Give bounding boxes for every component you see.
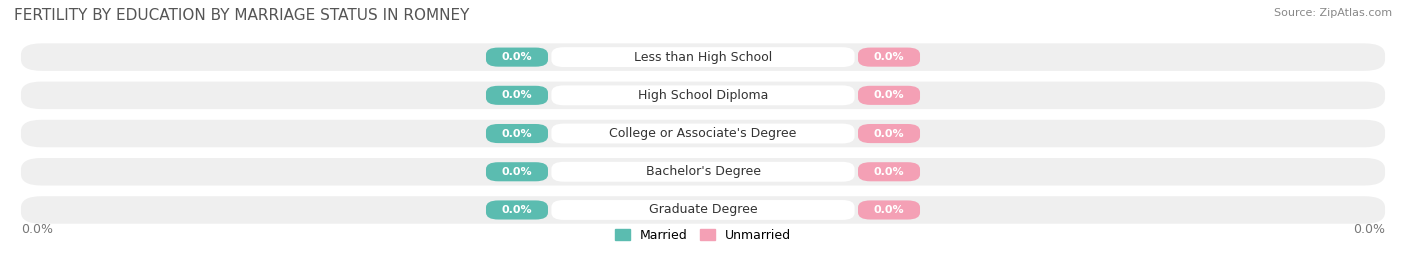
FancyBboxPatch shape [858,86,920,105]
FancyBboxPatch shape [858,48,920,67]
FancyBboxPatch shape [858,124,920,143]
FancyBboxPatch shape [486,162,548,181]
FancyBboxPatch shape [858,162,920,181]
FancyBboxPatch shape [551,200,855,220]
FancyBboxPatch shape [21,158,1385,186]
Text: 0.0%: 0.0% [502,52,533,62]
Text: 0.0%: 0.0% [873,52,904,62]
FancyBboxPatch shape [486,200,548,220]
Text: 0.0%: 0.0% [873,167,904,177]
Text: FERTILITY BY EDUCATION BY MARRIAGE STATUS IN ROMNEY: FERTILITY BY EDUCATION BY MARRIAGE STATU… [14,8,470,23]
FancyBboxPatch shape [486,86,548,105]
FancyBboxPatch shape [551,162,855,182]
Text: 0.0%: 0.0% [502,90,533,100]
Text: High School Diploma: High School Diploma [638,89,768,102]
Text: 0.0%: 0.0% [21,222,53,236]
Text: Less than High School: Less than High School [634,51,772,64]
FancyBboxPatch shape [486,124,548,143]
FancyBboxPatch shape [551,47,855,67]
Text: 0.0%: 0.0% [1353,222,1385,236]
Legend: Married, Unmarried: Married, Unmarried [610,224,796,247]
Text: Source: ZipAtlas.com: Source: ZipAtlas.com [1274,8,1392,18]
Text: 0.0%: 0.0% [873,205,904,215]
Text: 0.0%: 0.0% [502,167,533,177]
FancyBboxPatch shape [21,196,1385,224]
FancyBboxPatch shape [551,85,855,105]
Text: Bachelor's Degree: Bachelor's Degree [645,165,761,178]
Text: Graduate Degree: Graduate Degree [648,203,758,217]
Text: 0.0%: 0.0% [502,205,533,215]
FancyBboxPatch shape [858,200,920,220]
Text: 0.0%: 0.0% [873,90,904,100]
Text: College or Associate's Degree: College or Associate's Degree [609,127,797,140]
FancyBboxPatch shape [551,124,855,143]
Text: 0.0%: 0.0% [502,129,533,139]
FancyBboxPatch shape [21,82,1385,109]
FancyBboxPatch shape [21,120,1385,147]
FancyBboxPatch shape [21,43,1385,71]
Text: 0.0%: 0.0% [873,129,904,139]
FancyBboxPatch shape [486,48,548,67]
